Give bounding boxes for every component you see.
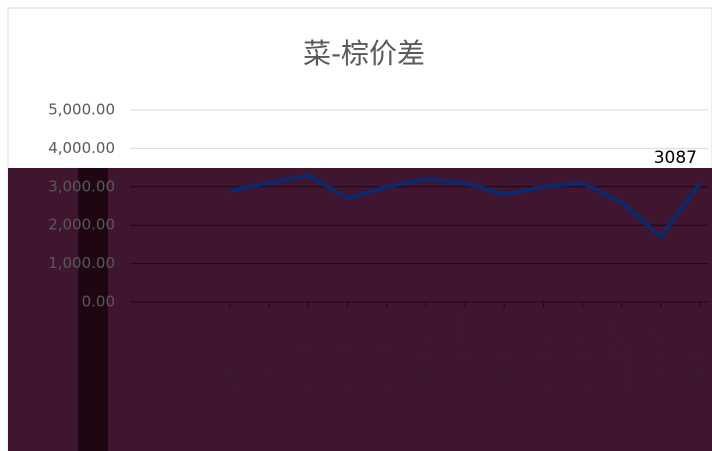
x-tick-label: 2021-05-31	[575, 312, 590, 388]
x-tick-label: 2020-08-31	[223, 312, 238, 388]
x-tick-label: 2021-08-31	[693, 312, 708, 388]
y-tick-label: 2,000.00	[48, 216, 115, 234]
x-tick-label: 2020-09-30	[262, 312, 277, 388]
x-tick-label: 2020-10-31	[301, 312, 316, 388]
y-tick-label: 0.00	[82, 293, 115, 311]
x-tick-label: 2020-12-31	[379, 312, 394, 388]
x-tick-label: 2021-04-30	[536, 312, 551, 388]
glitch-region	[8, 168, 712, 451]
x-tick-label: 2021-06-30	[614, 312, 629, 388]
x-tick-label: 2021-01-31	[418, 312, 433, 388]
data-label: 3087	[654, 148, 697, 168]
chart-title: 菜-棕价差	[303, 37, 425, 70]
line	[229, 173, 702, 239]
x-tick-label: 2020-11-30	[340, 312, 355, 388]
y-tick-label: 4,000.00	[48, 139, 115, 157]
x-tick-label: 2021-03-31	[497, 312, 512, 388]
y-tick-label: 5,000.00	[48, 101, 115, 119]
glitch-band	[78, 168, 108, 451]
y-tick-label: 3,000.00	[48, 177, 115, 195]
x-tick-label: 2021-02-28	[458, 312, 473, 388]
y-tick-label: 1,000.00	[48, 254, 115, 272]
x-tick-label: 2021-07-31	[653, 312, 668, 388]
